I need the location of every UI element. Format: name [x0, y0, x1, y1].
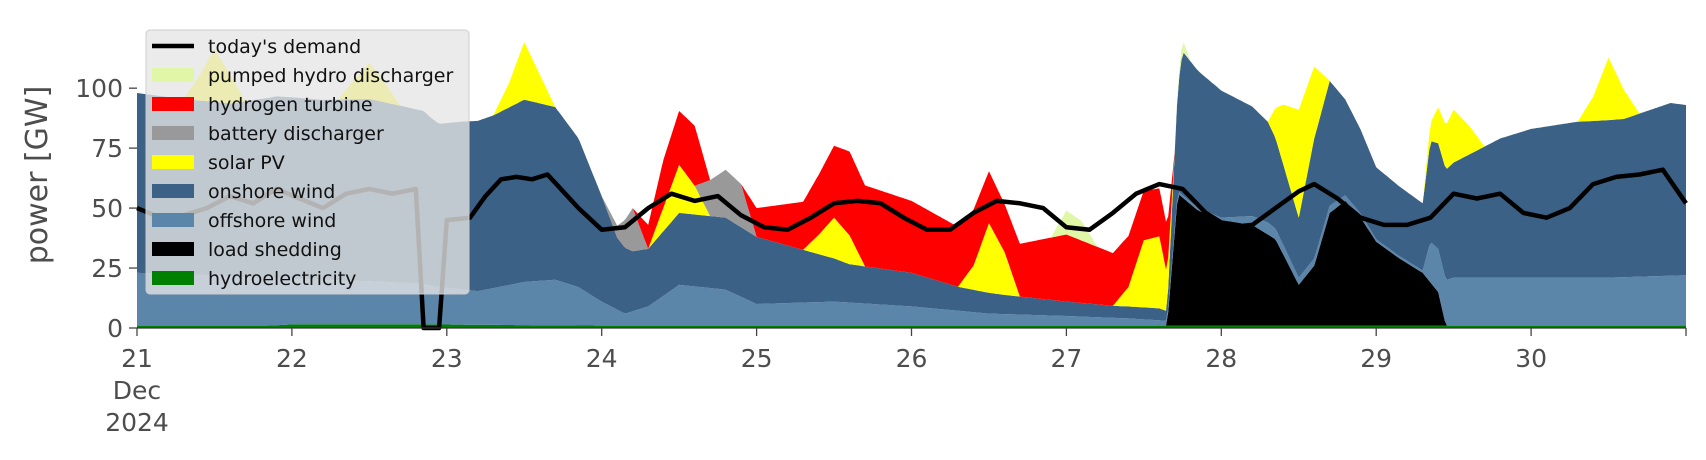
- area-hydrogen-turbine: [137, 42, 1686, 306]
- x-tick-label: 23: [431, 344, 463, 373]
- y-tick-label: 25: [91, 254, 123, 283]
- legend-label-hydroelectricity: hydroelectricity: [208, 268, 356, 290]
- legend-marker-onshore-wind: [152, 184, 194, 198]
- legend-marker-battery-discharger: [152, 126, 194, 140]
- x-tick-label: 29: [1360, 344, 1392, 373]
- x-tick-label: 25: [741, 344, 773, 373]
- x-tick-label: 21: [121, 344, 153, 373]
- legend-marker-solar-pv: [152, 155, 194, 169]
- area-hydroelectricity: [137, 324, 1686, 328]
- x-tick-label: 27: [1050, 344, 1082, 373]
- x-tick-label: 26: [896, 344, 928, 373]
- legend-label-load-shedding: load shedding: [208, 239, 342, 261]
- legend-label-hydrogen-turbine: hydrogen turbine: [208, 94, 373, 116]
- legend-label-pumped-hydro-discharger: pumped hydro discharger: [208, 65, 453, 87]
- legend-marker-offshore-wind: [152, 213, 194, 227]
- x-tick-label: 24: [586, 344, 618, 373]
- legend-label-offshore-wind: offshore wind: [208, 210, 336, 232]
- area-offshore-wind: [137, 191, 1686, 326]
- legend-box: [145, 29, 470, 295]
- axes: 0 25 50 75 100 21 Dec 2024 22 23 24 25 26 27 28 29 30: [75, 74, 1687, 437]
- x-tick-label: 22: [276, 344, 308, 373]
- y-tick-label: 75: [91, 134, 123, 163]
- legend-marker-pumped-hydro-discharger: [152, 68, 194, 82]
- x-tick-label: 28: [1205, 344, 1237, 373]
- legend-label-battery-discharger: battery discharger: [208, 123, 384, 145]
- stacked-areas: [137, 42, 1686, 328]
- area-onshore-wind: [137, 52, 1686, 321]
- x-tick-label: 2024: [105, 408, 169, 437]
- y-tick-label: 50: [91, 194, 123, 223]
- x-tick-label: 30: [1515, 344, 1547, 373]
- legend-label-today-s-demand: today's demand: [208, 36, 361, 58]
- legend-marker-load-shedding: [152, 242, 194, 256]
- area-load-shedding: [137, 194, 1686, 326]
- legend-marker-hydrogen-turbine: [152, 97, 194, 111]
- legend: today's demand pumped hydro discharger hyd…: [145, 29, 470, 295]
- y-axis-title: power [GW]: [20, 86, 55, 265]
- y-tick-label: 0: [107, 314, 123, 343]
- legend-marker-hydroelectricity: [152, 271, 194, 285]
- y-tick-label: 100: [75, 74, 123, 103]
- legend-label-solar-pv: solar PV: [208, 152, 285, 174]
- legend-label-onshore-wind: onshore wind: [208, 181, 335, 203]
- x-tick-label: Dec: [113, 376, 161, 405]
